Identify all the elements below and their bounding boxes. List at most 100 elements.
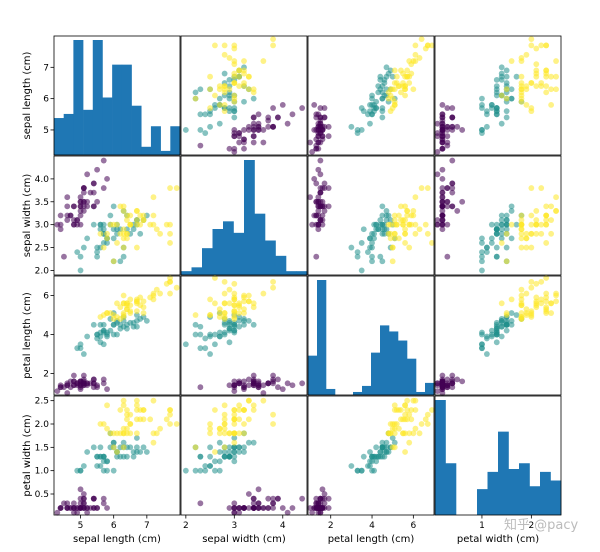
scatter-point-virginica — [207, 430, 213, 437]
scatter-point-versicolor — [143, 317, 150, 324]
scatter-point-virginica — [127, 308, 134, 315]
scatter-point-virginica — [533, 45, 540, 52]
scatter-point-virginica — [140, 304, 147, 311]
scatter-point-virginica — [410, 86, 417, 93]
scatter-point-versicolor — [379, 212, 386, 219]
scatter-point-virginica — [124, 302, 130, 309]
scatter-point-versicolor — [358, 267, 365, 274]
scatter-point-setosa — [255, 120, 262, 127]
scatter-point-virginica — [498, 240, 505, 246]
scatter-point-virginica — [398, 217, 404, 223]
scatter-point-setosa — [317, 203, 324, 210]
scatter-point-virginica — [140, 298, 147, 305]
scatter-point-virginica — [393, 407, 400, 413]
scatter-point-setosa — [236, 509, 243, 516]
scatter-point-virginica — [543, 42, 550, 49]
scatter-point-virginica — [429, 42, 435, 49]
scatter-point-versicolor — [127, 444, 134, 451]
scatter-point-setosa — [311, 101, 318, 108]
scatter-point-virginica — [404, 73, 411, 80]
scatter-point-setosa — [265, 495, 272, 502]
scatter-point-versicolor — [100, 453, 107, 460]
scatter-point-versicolor — [100, 341, 107, 348]
scatter-point-versicolor — [483, 111, 490, 118]
scatter-point-setosa — [245, 491, 252, 497]
hist-bar — [202, 248, 213, 275]
scatter-point-versicolor — [385, 449, 392, 455]
scatter-point-setosa — [236, 380, 243, 387]
scatter-point-setosa — [444, 198, 451, 205]
panel-frame — [180, 275, 308, 396]
scatter-point-virginica — [216, 101, 223, 108]
scatter-point-virginica — [167, 421, 173, 427]
scatter-point-setosa — [226, 145, 233, 152]
scatter-point-versicolor — [367, 120, 373, 127]
scatter-point-setosa — [260, 390, 267, 396]
scatter-point-setosa — [315, 139, 322, 146]
y-axis-label: petal length (cm) — [22, 292, 33, 379]
scatter-point-virginica — [241, 83, 247, 90]
scatter-point-setosa — [315, 133, 322, 140]
scatter-point-versicolor — [84, 449, 91, 455]
scatter-point-versicolor — [117, 325, 124, 332]
scatter-point-virginica — [120, 444, 127, 451]
scatter-point-setosa — [80, 189, 87, 196]
scatter-point-setosa — [449, 189, 456, 196]
scatter-point-versicolor — [231, 453, 238, 460]
scatter-point-setosa — [444, 105, 451, 111]
scatter-point-setosa — [321, 105, 328, 111]
scatter-point-versicolor — [488, 221, 495, 228]
scatter-point-setosa — [74, 217, 81, 223]
scatter-point-virginica — [245, 298, 252, 305]
scatter-point-virginica — [231, 316, 238, 322]
scatter-point-setosa — [309, 148, 316, 155]
hist-bar — [362, 385, 372, 395]
scatter-point-virginica — [221, 316, 228, 322]
scatter-point-versicolor — [74, 249, 81, 256]
scatter-point-virginica — [137, 212, 144, 219]
scatter-point-setosa — [444, 253, 451, 260]
scatter-point-setosa — [439, 175, 446, 182]
scatter-point-setosa — [231, 145, 238, 152]
scatter-point-versicolor — [503, 114, 510, 121]
scatter-point-virginica — [533, 221, 540, 228]
scatter-point-versicolor — [231, 327, 238, 334]
scatter-point-setosa — [317, 217, 324, 223]
scatter-point-virginica — [236, 300, 243, 307]
hist-bar — [286, 271, 297, 275]
scatter-point-virginica — [422, 416, 429, 423]
scatter-point-setosa — [231, 382, 238, 389]
scatter-point-versicolor — [369, 111, 375, 118]
scatter-point-virginica — [226, 430, 233, 437]
scatter-point-versicolor — [216, 439, 223, 446]
scatter-point-versicolor — [479, 235, 485, 242]
scatter-point-versicolor — [250, 439, 257, 446]
scatter-point-virginica — [548, 203, 555, 210]
scatter-point-virginica — [387, 421, 394, 427]
scatter-point-setosa — [245, 382, 252, 389]
scatter-point-setosa — [319, 221, 326, 228]
scatter-point-virginica — [528, 284, 535, 291]
scatter-point-versicolor — [383, 444, 390, 451]
scatter-point-versicolor — [90, 321, 97, 328]
scatter-point-virginica — [133, 416, 140, 423]
scatter-point-virginica — [523, 312, 530, 318]
scatter-point-virginica — [97, 421, 104, 427]
scatter-point-versicolor — [202, 345, 209, 352]
scatter-point-virginica — [553, 73, 559, 80]
scatter-point-versicolor — [479, 95, 485, 102]
scatter-point-virginica — [402, 240, 408, 246]
scatter-point-setosa — [250, 114, 257, 121]
scatter-point-setosa — [250, 133, 257, 140]
scatter-point-versicolor — [367, 449, 373, 455]
scatter-point-versicolor — [216, 467, 223, 474]
scatter-point-virginica — [127, 221, 134, 228]
scatter-point-versicolor — [97, 321, 104, 328]
scatter-point-virginica — [221, 51, 228, 58]
hist-bar — [265, 240, 276, 275]
scatter-point-versicolor — [130, 449, 137, 455]
scatter-point-setosa — [197, 142, 204, 149]
scatter-point-versicolor — [221, 70, 228, 77]
scatter-point-versicolor — [371, 467, 377, 474]
scatter-point-versicolor — [508, 208, 515, 214]
